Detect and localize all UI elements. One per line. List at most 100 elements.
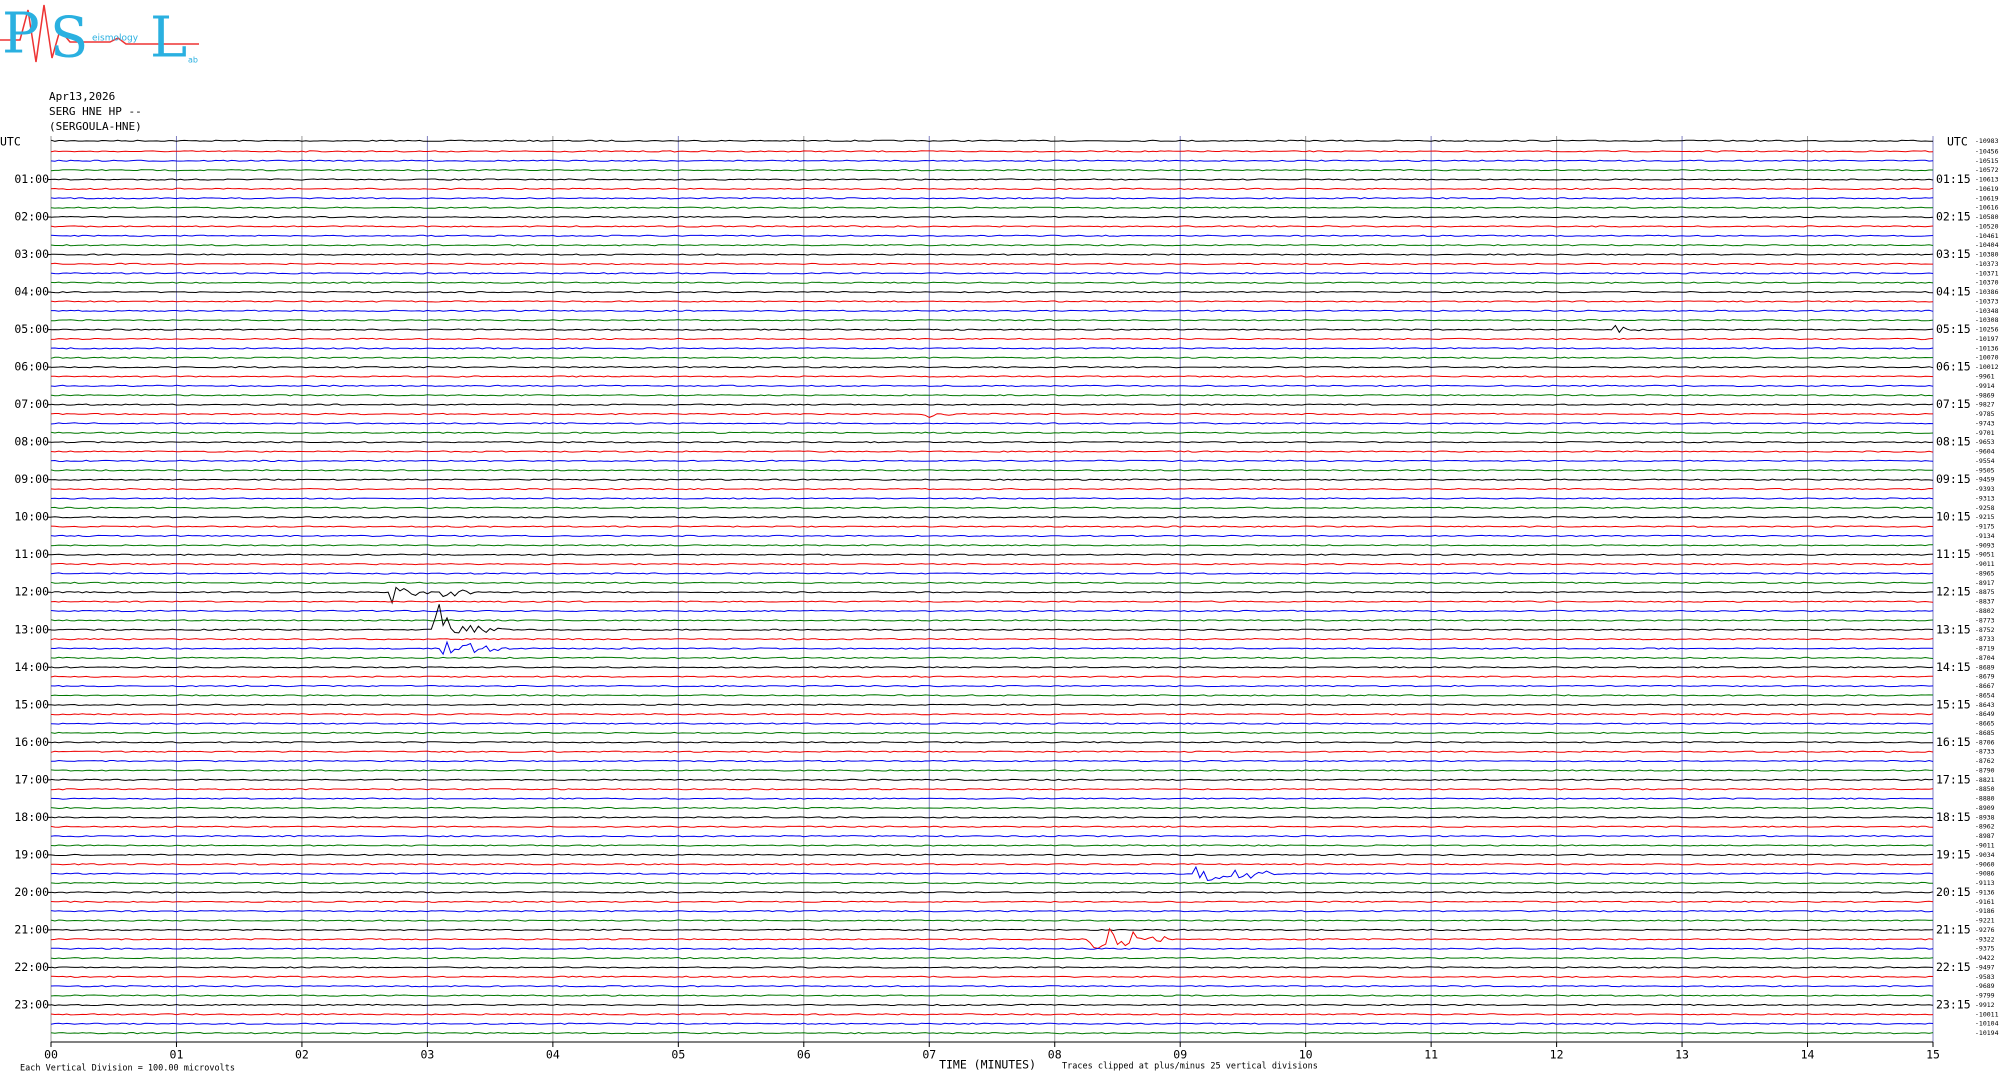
count-label: -10194 xyxy=(1975,1029,1999,1037)
count-label: -8821 xyxy=(1975,776,1995,784)
logo-l: L xyxy=(150,6,187,71)
logo-wave xyxy=(0,4,199,63)
count-label: -8938 xyxy=(1975,813,1995,821)
hour-label: 13:15 xyxy=(1936,622,1971,636)
trace xyxy=(50,956,1934,960)
minute-label: 10 xyxy=(1299,1048,1313,1062)
count-label: -9034 xyxy=(1975,851,1995,859)
count-label: -8987 xyxy=(1975,832,1995,840)
count-label: -8917 xyxy=(1975,579,1995,587)
trace xyxy=(50,139,1933,142)
trace xyxy=(50,778,1934,781)
minute-label: 08 xyxy=(1048,1048,1062,1062)
trace xyxy=(50,919,1934,922)
count-label: -10373 xyxy=(1975,260,1999,268)
hour-label: 10:15 xyxy=(1936,510,1971,524)
count-label: -9060 xyxy=(1975,860,1995,868)
trace xyxy=(51,253,1934,256)
count-label: -9459 xyxy=(1975,476,1995,484)
count-label: -10983 xyxy=(1975,137,1999,145)
count-label: -9422 xyxy=(1975,954,1995,962)
hour-label: 12:00 xyxy=(14,585,49,599)
hour-label: 05:15 xyxy=(1936,322,1971,336)
trace xyxy=(50,600,1934,603)
trace xyxy=(50,1013,1934,1016)
trace xyxy=(50,1003,1934,1007)
trace xyxy=(50,459,1934,463)
hour-label: 11:15 xyxy=(1936,547,1971,561)
trace xyxy=(50,431,1934,434)
hour-label: 19:15 xyxy=(1936,847,1971,861)
hour-label: 20:00 xyxy=(14,885,49,899)
hour-label: 22:00 xyxy=(14,960,49,974)
hour-label: 08:15 xyxy=(1936,435,1971,449)
trace xyxy=(50,384,1934,388)
count-label: -9653 xyxy=(1975,438,1995,446)
count-label: -8654 xyxy=(1975,691,1995,699)
count-label: -9914 xyxy=(1975,382,1995,390)
count-label: -8704 xyxy=(1975,654,1995,662)
date: Apr13,2026 xyxy=(49,90,115,103)
trace xyxy=(50,234,1934,237)
trace xyxy=(50,722,1934,725)
count-label: -9322 xyxy=(1975,935,1995,943)
trace xyxy=(50,675,1934,678)
hour-label: 04:15 xyxy=(1936,285,1971,299)
minute-label: 09 xyxy=(1173,1048,1187,1062)
count-label: -10371 xyxy=(1975,269,1999,277)
trace xyxy=(50,834,1934,838)
minute-label: 05 xyxy=(671,1048,685,1062)
trace xyxy=(50,881,1934,885)
trace xyxy=(50,703,1934,706)
count-label: -8880 xyxy=(1975,795,1995,803)
trace xyxy=(50,713,1934,716)
trace xyxy=(50,853,1934,857)
count-label: -10011 xyxy=(1975,1010,1999,1018)
hour-label: 05:00 xyxy=(14,322,49,336)
count-label: -8752 xyxy=(1975,626,1995,634)
minute-label: 06 xyxy=(797,1048,811,1062)
hour-label: 14:00 xyxy=(14,660,49,674)
trace xyxy=(50,215,1934,219)
count-label: -9313 xyxy=(1975,494,1995,502)
count-label: -8667 xyxy=(1975,682,1995,690)
trace xyxy=(50,365,1934,369)
trace xyxy=(50,788,1934,791)
count-label: -10373 xyxy=(1975,297,1999,305)
trace xyxy=(50,478,1934,481)
count-label: -8689 xyxy=(1975,663,1995,671)
minute-label: 13 xyxy=(1675,1048,1689,1062)
count-label: -10136 xyxy=(1975,344,1999,352)
trace xyxy=(51,309,1934,312)
hour-label: 21:00 xyxy=(14,922,49,936)
count-label: -8733 xyxy=(1975,748,1995,756)
trace xyxy=(50,750,1934,753)
trace xyxy=(50,741,1933,744)
count-label: -9912 xyxy=(1975,1001,1995,1009)
trace xyxy=(50,666,1934,669)
count-label: -10572 xyxy=(1975,166,1999,174)
trace xyxy=(50,816,1934,819)
count-label: -8790 xyxy=(1975,766,1995,774)
trace xyxy=(50,637,1934,641)
hour-label: 04:00 xyxy=(14,285,49,299)
hour-label: 01:00 xyxy=(14,172,49,186)
trace xyxy=(50,806,1934,810)
logo: P S L eismology ab xyxy=(0,2,199,71)
logo-s: S xyxy=(50,6,88,71)
count-label: -8962 xyxy=(1975,823,1995,831)
trace xyxy=(50,319,1934,322)
station: SERG HNE HP -- xyxy=(49,105,142,118)
count-label: -9827 xyxy=(1975,401,1995,409)
trace xyxy=(50,197,1934,200)
count-label: -8733 xyxy=(1975,635,1995,643)
minute-label: 03 xyxy=(420,1048,434,1062)
trace xyxy=(50,994,1934,997)
hour-label: 14:15 xyxy=(1936,660,1971,674)
trace xyxy=(50,525,1934,528)
count-label: -9583 xyxy=(1975,973,1995,981)
trace xyxy=(50,562,1934,566)
hour-label: 17:00 xyxy=(14,772,49,786)
trace xyxy=(50,178,1934,181)
count-label: -9375 xyxy=(1975,945,1995,953)
